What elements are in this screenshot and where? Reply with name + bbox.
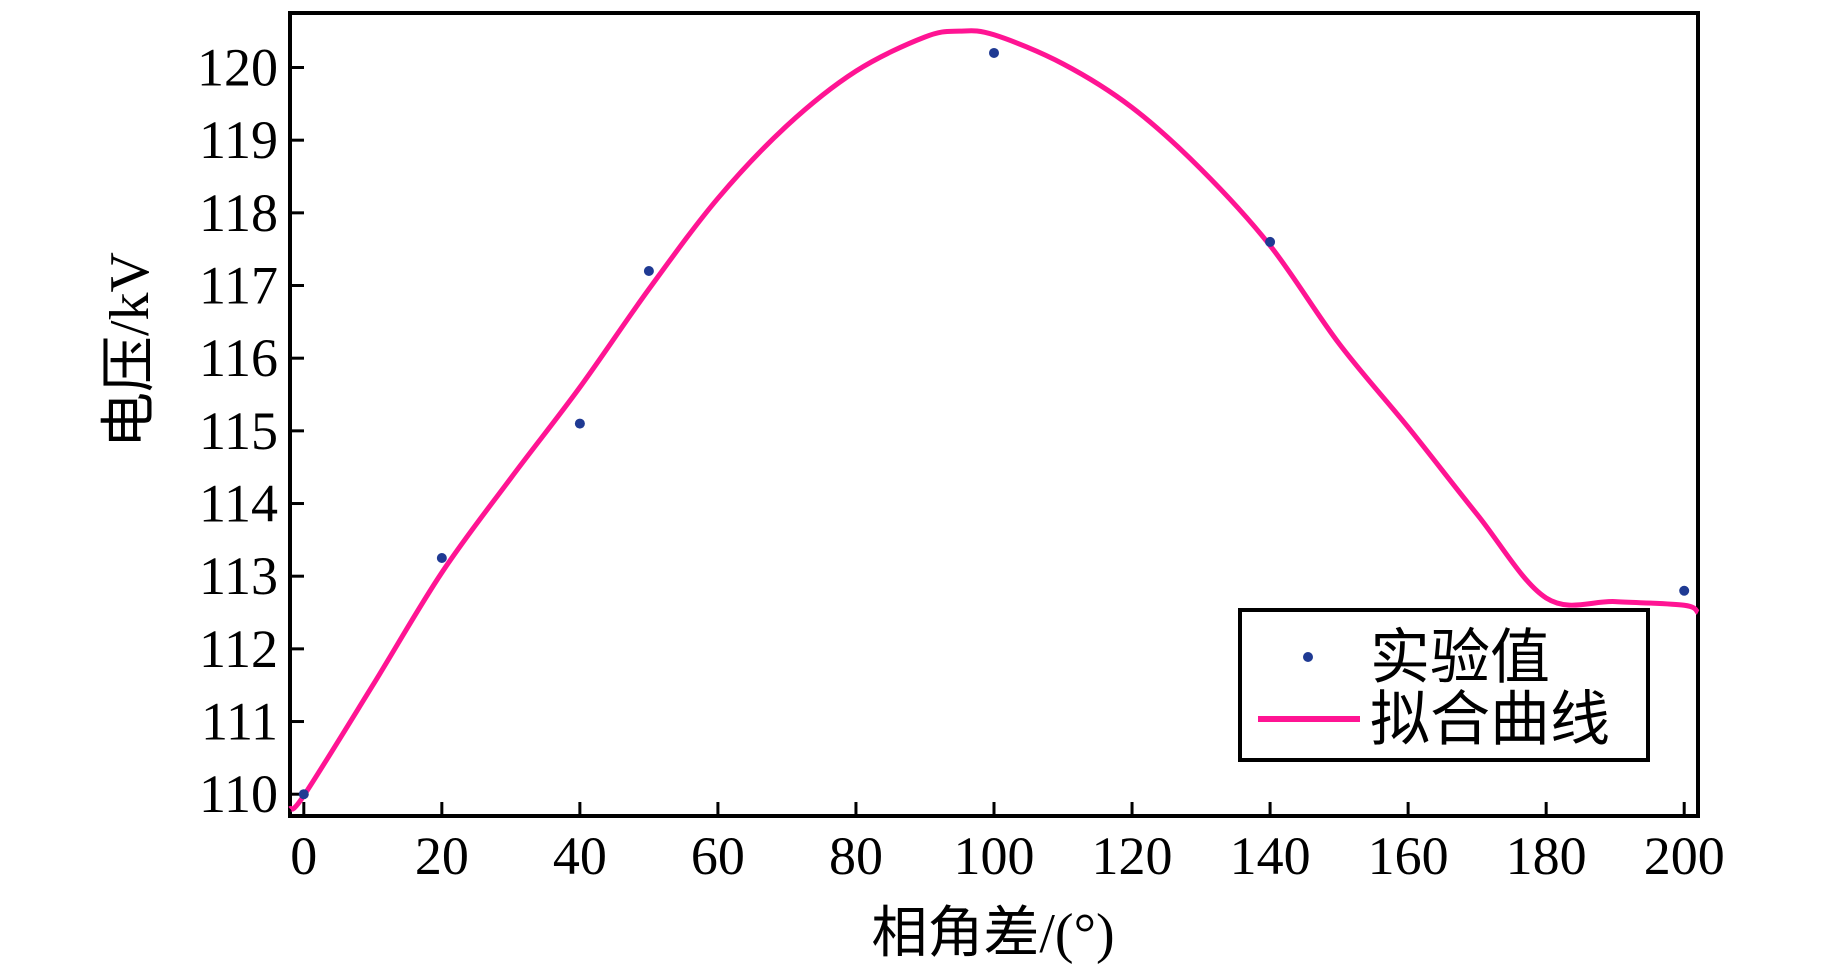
- x-tick-label: 100: [954, 826, 1035, 886]
- x-tick-label: 60: [691, 826, 745, 886]
- experiment-point: [298, 789, 309, 800]
- y-axis-label: 电压/kV: [99, 252, 161, 448]
- x-tick-label: 40: [553, 826, 607, 886]
- x-axis-ticks: 0 20 40 60 80 100 120 140 160 180 200: [290, 802, 1725, 886]
- x-tick-label: 180: [1506, 826, 1587, 886]
- y-tick-label: 112: [199, 619, 278, 679]
- y-tick-label: 113: [199, 546, 278, 606]
- legend: 实验值 拟合曲线: [1238, 608, 1650, 762]
- experiment-point: [1265, 236, 1276, 247]
- y-tick-label: 115: [199, 401, 278, 461]
- x-tick-label: 160: [1368, 826, 1449, 886]
- legend-box: [1238, 608, 1650, 762]
- x-tick-label: 140: [1230, 826, 1311, 886]
- x-tick-label: 20: [415, 826, 469, 886]
- experiment-points-series: [298, 47, 1690, 800]
- experiment-point: [1679, 585, 1690, 596]
- experiment-point: [989, 47, 999, 58]
- y-tick-label: 110: [199, 764, 278, 824]
- legend-label-fit: 拟合曲线: [1370, 687, 1610, 753]
- y-axis-ticks: 110 111 112 113 114 115 116 117 118 119 120: [197, 38, 304, 824]
- x-tick-label: 120: [1092, 826, 1173, 886]
- x-tick-label: 200: [1644, 826, 1725, 886]
- fit-curve-line: [288, 28, 1700, 812]
- y-tick-label: 117: [199, 256, 278, 316]
- y-tick-label: 111: [201, 692, 278, 752]
- experiment-point: [643, 265, 654, 276]
- x-axis-label: 相角差/(°): [871, 903, 1114, 965]
- legend-label-experiment: 实验值: [1370, 625, 1550, 691]
- x-tick-label: 0: [290, 826, 317, 886]
- y-tick-label: 116: [199, 328, 278, 388]
- y-tick-label: 119: [199, 110, 278, 170]
- x-tick-label: 80: [829, 826, 883, 886]
- y-tick-label: 118: [199, 183, 278, 243]
- experiment-point: [574, 418, 585, 429]
- legend-marker-experiment: [1303, 652, 1313, 662]
- experiment-point: [436, 553, 447, 564]
- fit-curve-series: [288, 28, 1700, 812]
- y-tick-label: 120: [197, 38, 278, 98]
- y-tick-label: 114: [199, 474, 278, 534]
